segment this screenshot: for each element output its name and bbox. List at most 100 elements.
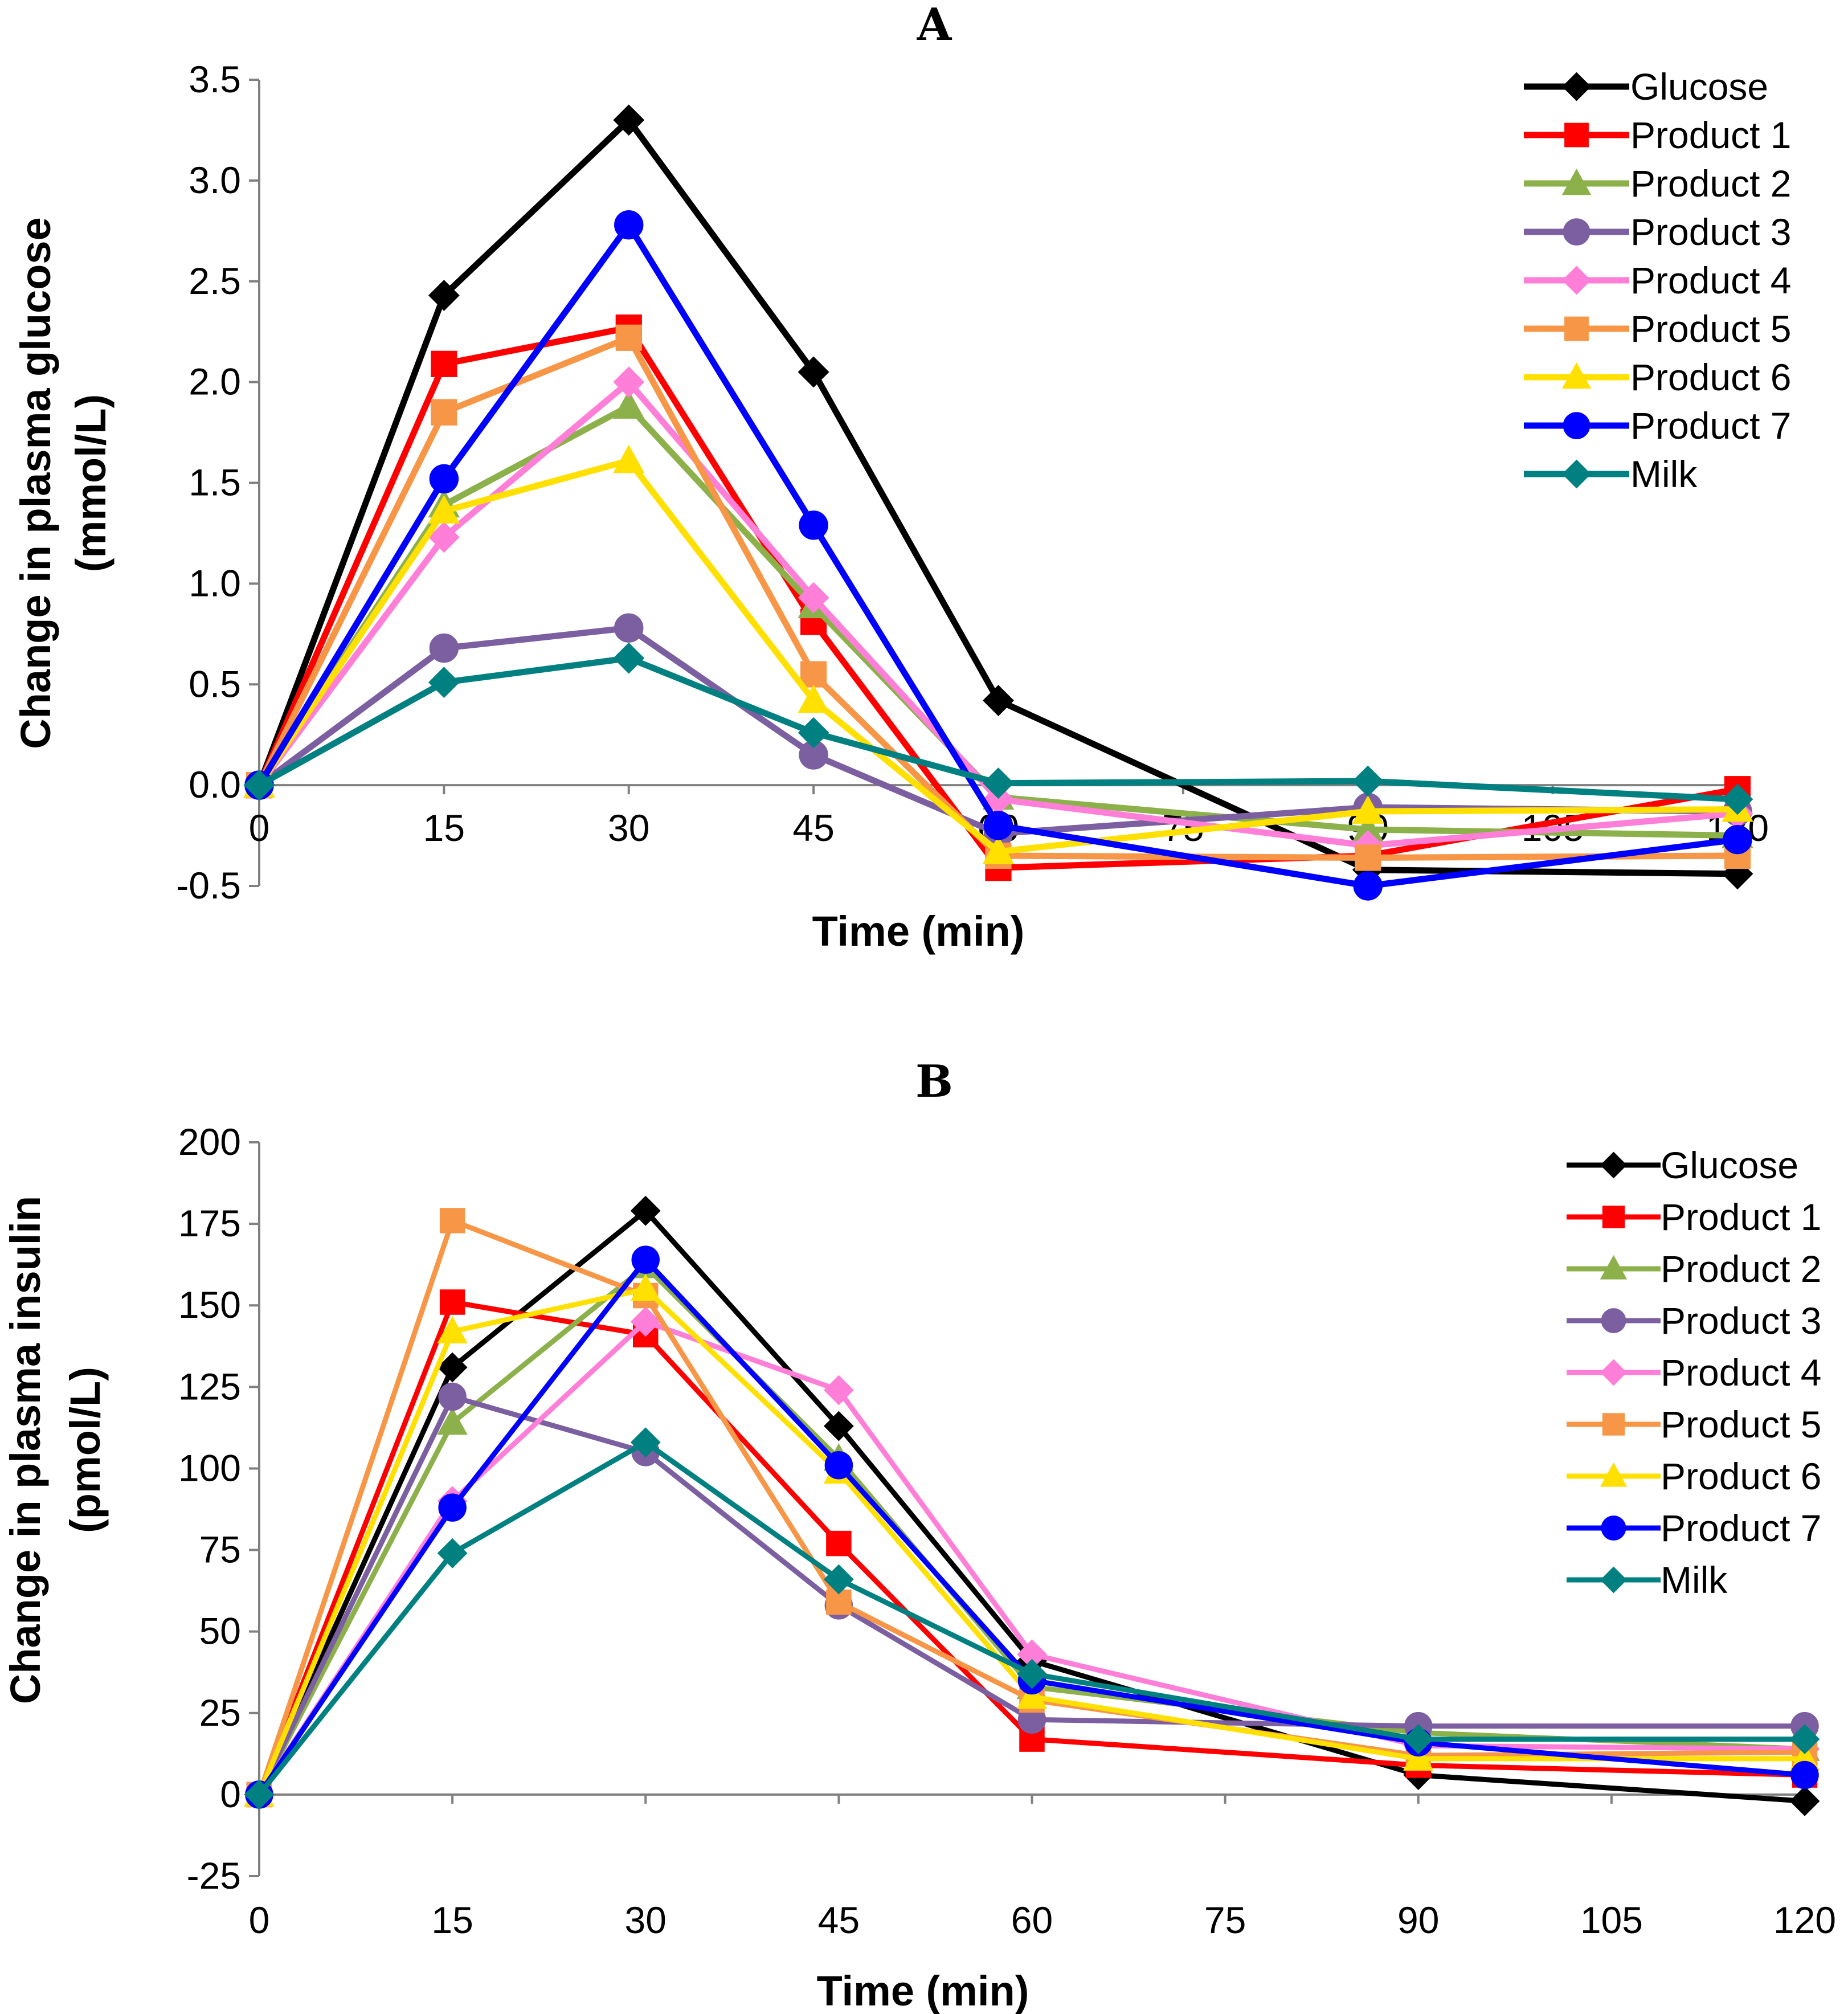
data-point (244, 1779, 275, 1810)
data-point (630, 1427, 661, 1458)
data-point (983, 767, 1014, 799)
legend-label: Product 5 (1630, 308, 1792, 350)
legend-label: Product 4 (1630, 259, 1792, 301)
data-point (439, 1289, 465, 1315)
legend-label: Product 4 (1661, 1351, 1822, 1394)
legend-label: Product 6 (1661, 1455, 1822, 1497)
y-tick-label: 3.0 (189, 159, 241, 201)
legend-label: Glucose (1630, 66, 1768, 108)
x-tick-label: 45 (818, 1899, 860, 1941)
legend-swatch-marker (1563, 412, 1591, 439)
y-tick-label: 125 (178, 1365, 241, 1407)
legend-swatch-marker (1601, 1515, 1626, 1541)
legend: Glucose Product 1 Product 2 Product 3 Produc… (1567, 1144, 1822, 1601)
legend-label: Product 1 (1630, 114, 1792, 156)
legend-swatch-marker (1562, 265, 1591, 295)
legend-swatch-marker (1600, 1359, 1627, 1386)
data-point (631, 1245, 660, 1274)
data-point (1790, 1760, 1819, 1790)
series-milk (243, 642, 1753, 815)
data-point (982, 835, 1015, 864)
legend-label: Milk (1661, 1559, 1728, 1601)
data-point (630, 1195, 661, 1226)
data-point (983, 685, 1014, 716)
legend-swatch-marker (1600, 1151, 1627, 1179)
data-point (437, 1538, 468, 1568)
legend-swatch-marker (1600, 1566, 1627, 1594)
data-point (800, 661, 827, 688)
data-point (429, 464, 459, 494)
legend-swatch-marker (1561, 362, 1592, 389)
data-point (428, 495, 460, 524)
legend-item: Product 5 (1567, 1403, 1822, 1445)
legend-swatch-marker (1602, 1206, 1625, 1228)
legend-label: Glucose (1661, 1144, 1798, 1186)
legend-swatch-marker (1561, 168, 1592, 195)
legend-item: Product 6 (1524, 356, 1792, 398)
y-tick-label: 175 (178, 1202, 241, 1244)
x-tick-label: 30 (625, 1899, 667, 1941)
legend-swatch-marker (1602, 1413, 1625, 1436)
data-point (1016, 1681, 1048, 1709)
x-tick-label: 30 (608, 807, 649, 849)
data-point (437, 1352, 468, 1383)
legend-swatch-marker (1601, 1308, 1626, 1333)
legend-item: Product 6 (1567, 1455, 1822, 1497)
legend-swatch-marker (1562, 459, 1591, 489)
legend-swatch-marker (1562, 72, 1591, 101)
data-point (428, 280, 460, 311)
data-point (243, 769, 275, 801)
data-point (1789, 1724, 1820, 1754)
data-point (1355, 844, 1381, 871)
legend-item: Product 7 (1524, 405, 1792, 447)
legend-item: Product 7 (1567, 1507, 1822, 1549)
legend: Glucose Product 1 Product 2 Product 3 Produc… (1524, 66, 1792, 495)
data-point (615, 324, 642, 351)
y-tick-label: 0.0 (189, 763, 241, 806)
legend-label: Product 3 (1630, 211, 1792, 253)
data-point (823, 1564, 854, 1595)
legend-swatch-marker (1564, 316, 1589, 341)
data-point (437, 1407, 468, 1435)
legend-item: Product 3 (1567, 1300, 1822, 1342)
data-point (431, 350, 457, 377)
legend-item: Product 4 (1567, 1351, 1822, 1394)
legend-label: Product 1 (1661, 1196, 1822, 1238)
data-point (429, 633, 459, 663)
legend-swatch-marker (1600, 1462, 1628, 1487)
y-tick-label: 0.5 (189, 663, 241, 705)
y-tick-label: 1.5 (189, 461, 241, 504)
data-point (613, 366, 645, 398)
data-point (431, 399, 457, 426)
x-tick-label: 0 (249, 1899, 270, 1941)
x-tick-label: 75 (1204, 1899, 1246, 1941)
legend-item: Product 1 (1524, 114, 1792, 156)
data-point (428, 521, 460, 553)
data-point (613, 642, 645, 674)
data-point (798, 717, 829, 749)
legend-item: Product 4 (1524, 259, 1792, 301)
data-point (1722, 783, 1753, 815)
data-point (1789, 1786, 1820, 1816)
legend-item: Glucose (1524, 66, 1768, 108)
y-tick-label: 2.0 (189, 361, 241, 403)
chart-title: A (917, 0, 952, 51)
x-tick-label: 0 (249, 807, 270, 849)
data-point (823, 1411, 854, 1441)
x-tick-label: 60 (1011, 1899, 1053, 1941)
data-point (614, 210, 644, 240)
y-tick-label: 2.5 (189, 260, 241, 302)
legend-label: Product 7 (1630, 405, 1792, 447)
legend-item: Product 1 (1567, 1196, 1822, 1238)
y-tick-label: 50 (199, 1610, 241, 1652)
data-point (613, 390, 645, 419)
legend-swatch-marker (1564, 122, 1589, 148)
legend-item: Product 2 (1524, 162, 1792, 205)
x-axis-title: Time (min) (812, 908, 1025, 955)
legend-label: Product 2 (1630, 162, 1792, 205)
data-point (798, 356, 829, 388)
legend-label: Product 5 (1661, 1403, 1822, 1445)
data-point (798, 684, 829, 713)
legend-swatch-marker (1600, 1255, 1628, 1280)
data-point (798, 582, 829, 614)
